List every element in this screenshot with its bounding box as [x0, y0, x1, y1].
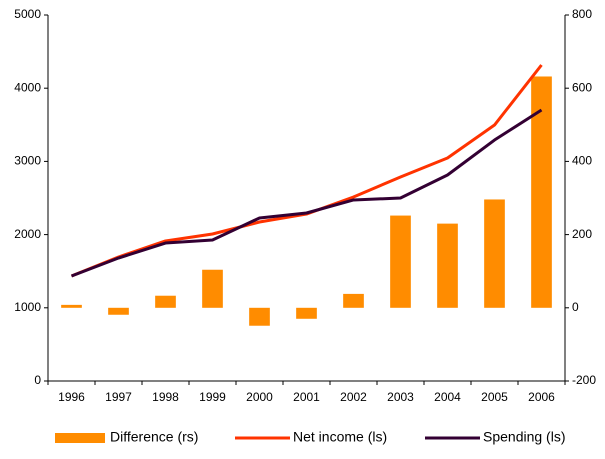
- x-tick-label: 2003: [387, 390, 414, 404]
- x-tick-label: 1999: [199, 390, 226, 404]
- x-tick-label: 2005: [481, 390, 508, 404]
- y-tick-label: 0: [34, 373, 41, 387]
- y-tick-label: 1000: [14, 300, 41, 314]
- y2-tick-label: 400: [572, 154, 592, 168]
- x-tick-label: 1997: [105, 390, 132, 404]
- y-tick-label: 3000: [14, 154, 41, 168]
- legend-label: Spending (ls): [483, 429, 566, 445]
- bar: [202, 269, 223, 308]
- bar: [343, 293, 364, 308]
- x-tick-label: 2006: [528, 390, 555, 404]
- bar: [61, 304, 82, 308]
- x-tick-label: 1998: [152, 390, 179, 404]
- y-tick-label: 4000: [14, 80, 41, 94]
- y2-tick-label: 0: [572, 300, 579, 314]
- x-tick-label: 2001: [293, 390, 320, 404]
- bar: [155, 295, 176, 308]
- y2-tick-label: -200: [572, 373, 596, 387]
- y2-tick-label: 200: [572, 227, 592, 241]
- y-tick-label: 2000: [14, 227, 41, 241]
- x-tick-label: 2004: [434, 390, 461, 404]
- legend-label: Net income (ls): [293, 429, 387, 445]
- y-tick-label: 5000: [14, 7, 41, 21]
- x-tick-label: 2002: [340, 390, 367, 404]
- x-tick-label: 2000: [246, 390, 273, 404]
- bar: [296, 307, 317, 319]
- bar: [437, 223, 458, 308]
- line: [70, 64, 543, 278]
- legend-swatch: [55, 433, 105, 443]
- y2-tick-label: 800: [572, 7, 592, 21]
- legend-label: Difference (rs): [110, 429, 198, 445]
- y2-tick-label: 600: [572, 80, 592, 94]
- bar: [108, 307, 129, 315]
- bar: [390, 215, 411, 308]
- bar: [484, 199, 505, 308]
- line: [70, 108, 543, 278]
- bar: [531, 76, 552, 308]
- x-tick-label: 1996: [58, 390, 85, 404]
- bar: [249, 307, 270, 326]
